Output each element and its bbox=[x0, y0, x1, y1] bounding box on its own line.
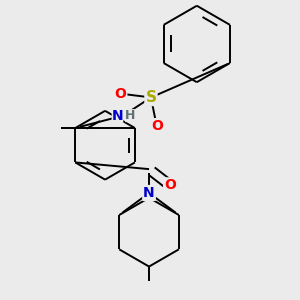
Text: O: O bbox=[114, 87, 126, 100]
Text: N: N bbox=[112, 109, 123, 123]
Text: S: S bbox=[146, 90, 157, 105]
Text: O: O bbox=[151, 119, 163, 133]
Text: O: O bbox=[164, 178, 176, 192]
Text: H: H bbox=[125, 109, 136, 122]
Text: N: N bbox=[143, 186, 155, 200]
